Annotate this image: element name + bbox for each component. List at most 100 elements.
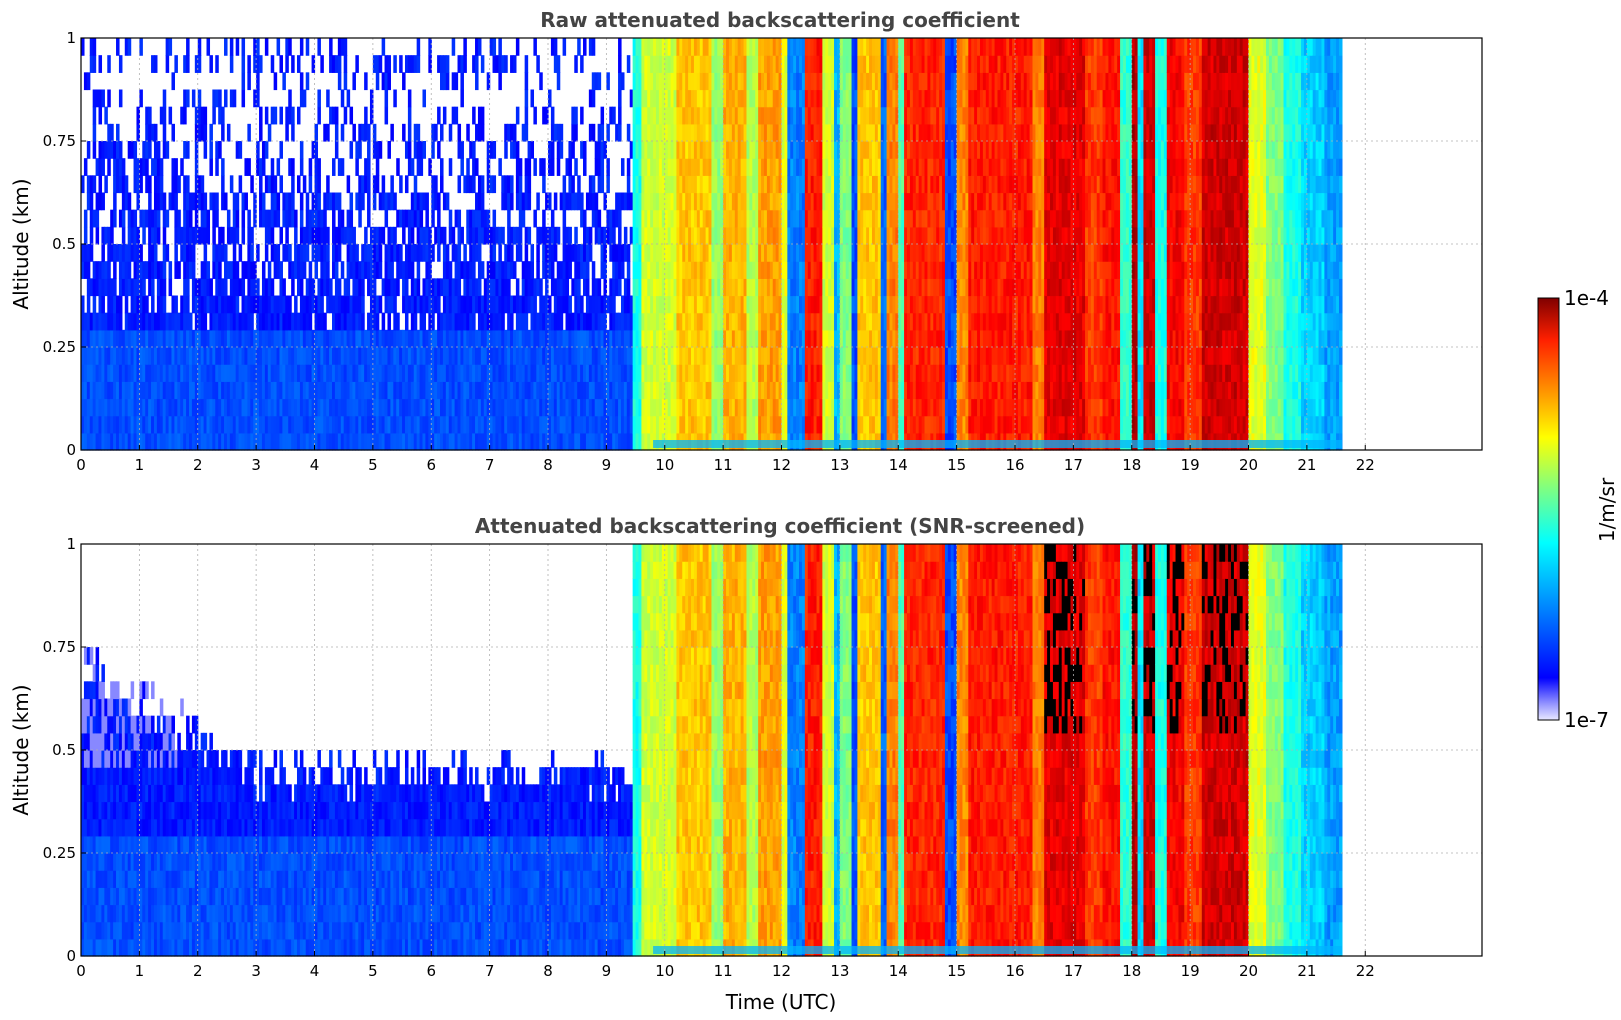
heatmap-cell — [600, 364, 605, 382]
heatmap-cell — [603, 312, 607, 331]
heatmap-cell — [334, 192, 339, 211]
heatmap-cell — [445, 55, 450, 73]
heatmap-cell — [632, 432, 637, 451]
heatmap-cell — [317, 398, 321, 417]
heatmap-cell — [434, 226, 438, 245]
heatmap-cell — [469, 415, 473, 434]
heatmap-cell — [142, 432, 146, 451]
heatmap-cell — [337, 72, 342, 91]
heatmap-cell — [282, 312, 286, 331]
heatmap-cell — [498, 381, 502, 400]
heatmap-cell — [282, 278, 286, 297]
heatmap-cell — [387, 432, 391, 451]
heatmap-cell — [279, 312, 283, 331]
heatmap-cell — [580, 364, 584, 382]
heatmap-cell — [294, 261, 298, 279]
heatmap-cell — [130, 226, 135, 245]
heatmap-cell — [276, 158, 281, 176]
heatmap-cell — [118, 278, 123, 297]
heatmap-cell — [250, 175, 254, 194]
heatmap-cell — [136, 261, 140, 279]
heatmap-cell — [457, 226, 462, 245]
heatmap-cell — [253, 209, 257, 228]
heatmap-cell — [510, 312, 514, 331]
heatmap-cell — [259, 123, 263, 142]
heatmap-cell — [148, 261, 152, 279]
heatmap-cell — [635, 278, 640, 297]
heatmap-cell — [206, 415, 211, 434]
heatmap-cell — [291, 312, 295, 331]
heatmap-cell — [323, 381, 327, 400]
heatmap-cell — [133, 141, 138, 159]
heatmap-cell — [326, 192, 330, 211]
heatmap-cell — [113, 432, 117, 451]
heatmap-cell — [361, 312, 365, 331]
heatmap-cell — [369, 329, 374, 348]
heatmap-cell — [159, 295, 164, 314]
heatmap-cell — [113, 209, 117, 228]
heatmap-cell — [273, 312, 278, 331]
heatmap-cell — [609, 432, 613, 451]
heatmap-cell — [136, 364, 140, 382]
heatmap-cell — [545, 295, 549, 314]
heatmap-cell — [527, 347, 532, 365]
heatmap-cell — [142, 278, 146, 297]
heatmap-cell — [276, 209, 281, 228]
heatmap-cell — [261, 347, 266, 365]
heatmap-cell — [156, 312, 161, 331]
heatmap-cell — [404, 381, 409, 400]
heatmap-cell — [101, 141, 105, 159]
heatmap-cell — [585, 432, 590, 451]
heatmap-cell — [416, 398, 421, 417]
heatmap-cell — [139, 312, 143, 331]
heatmap-cell — [288, 209, 292, 228]
heatmap-cell — [183, 192, 187, 211]
heatmap-cell — [229, 226, 234, 245]
heatmap-cell — [518, 226, 523, 245]
heatmap-cell — [504, 141, 508, 159]
heatmap-cell — [218, 415, 222, 434]
heatmap-cell — [314, 158, 319, 176]
heatmap-cell — [118, 381, 123, 400]
heatmap-cell — [431, 244, 435, 262]
heatmap-cell — [92, 123, 97, 142]
heatmap-cell — [183, 432, 187, 451]
heatmap-cell — [437, 364, 441, 382]
heatmap-cell — [413, 347, 418, 365]
heatmap-cell — [89, 278, 94, 297]
heatmap-cell — [580, 55, 584, 73]
heatmap-cell — [367, 329, 371, 348]
heatmap-cell — [349, 398, 354, 417]
heatmap-cell — [428, 158, 432, 176]
heatmap-cell — [364, 123, 368, 142]
heatmap-cell — [226, 381, 231, 400]
heatmap-cell — [477, 415, 482, 434]
heatmap-cell — [291, 364, 295, 382]
heatmap-cell — [626, 192, 631, 211]
heatmap-cell — [510, 364, 514, 382]
heatmap-cell — [387, 364, 391, 382]
heatmap-cell — [340, 295, 345, 314]
heatmap-cell — [86, 141, 91, 159]
heatmap-cell — [527, 141, 532, 159]
heatmap-cell — [273, 381, 278, 400]
heatmap-cell — [410, 312, 415, 331]
heatmap-cell — [623, 226, 628, 245]
heatmap-cell — [460, 347, 464, 365]
heatmap-cell — [603, 398, 607, 417]
heatmap-cell — [151, 278, 155, 297]
heatmap-cell — [98, 432, 103, 451]
heatmap-cell — [623, 295, 628, 314]
heatmap-cell — [174, 209, 178, 228]
heatmap-cell — [600, 175, 605, 194]
heatmap-cell — [81, 261, 85, 279]
heatmap-cell — [483, 415, 488, 434]
heatmap-cell — [118, 209, 123, 228]
heatmap-cell — [224, 261, 228, 279]
heatmap-cell — [101, 364, 105, 382]
heatmap-cell — [600, 329, 605, 348]
heatmap-cell — [183, 278, 187, 297]
heatmap-cell — [588, 123, 593, 142]
heatmap-cell — [194, 175, 199, 194]
heatmap-cell — [121, 158, 126, 176]
